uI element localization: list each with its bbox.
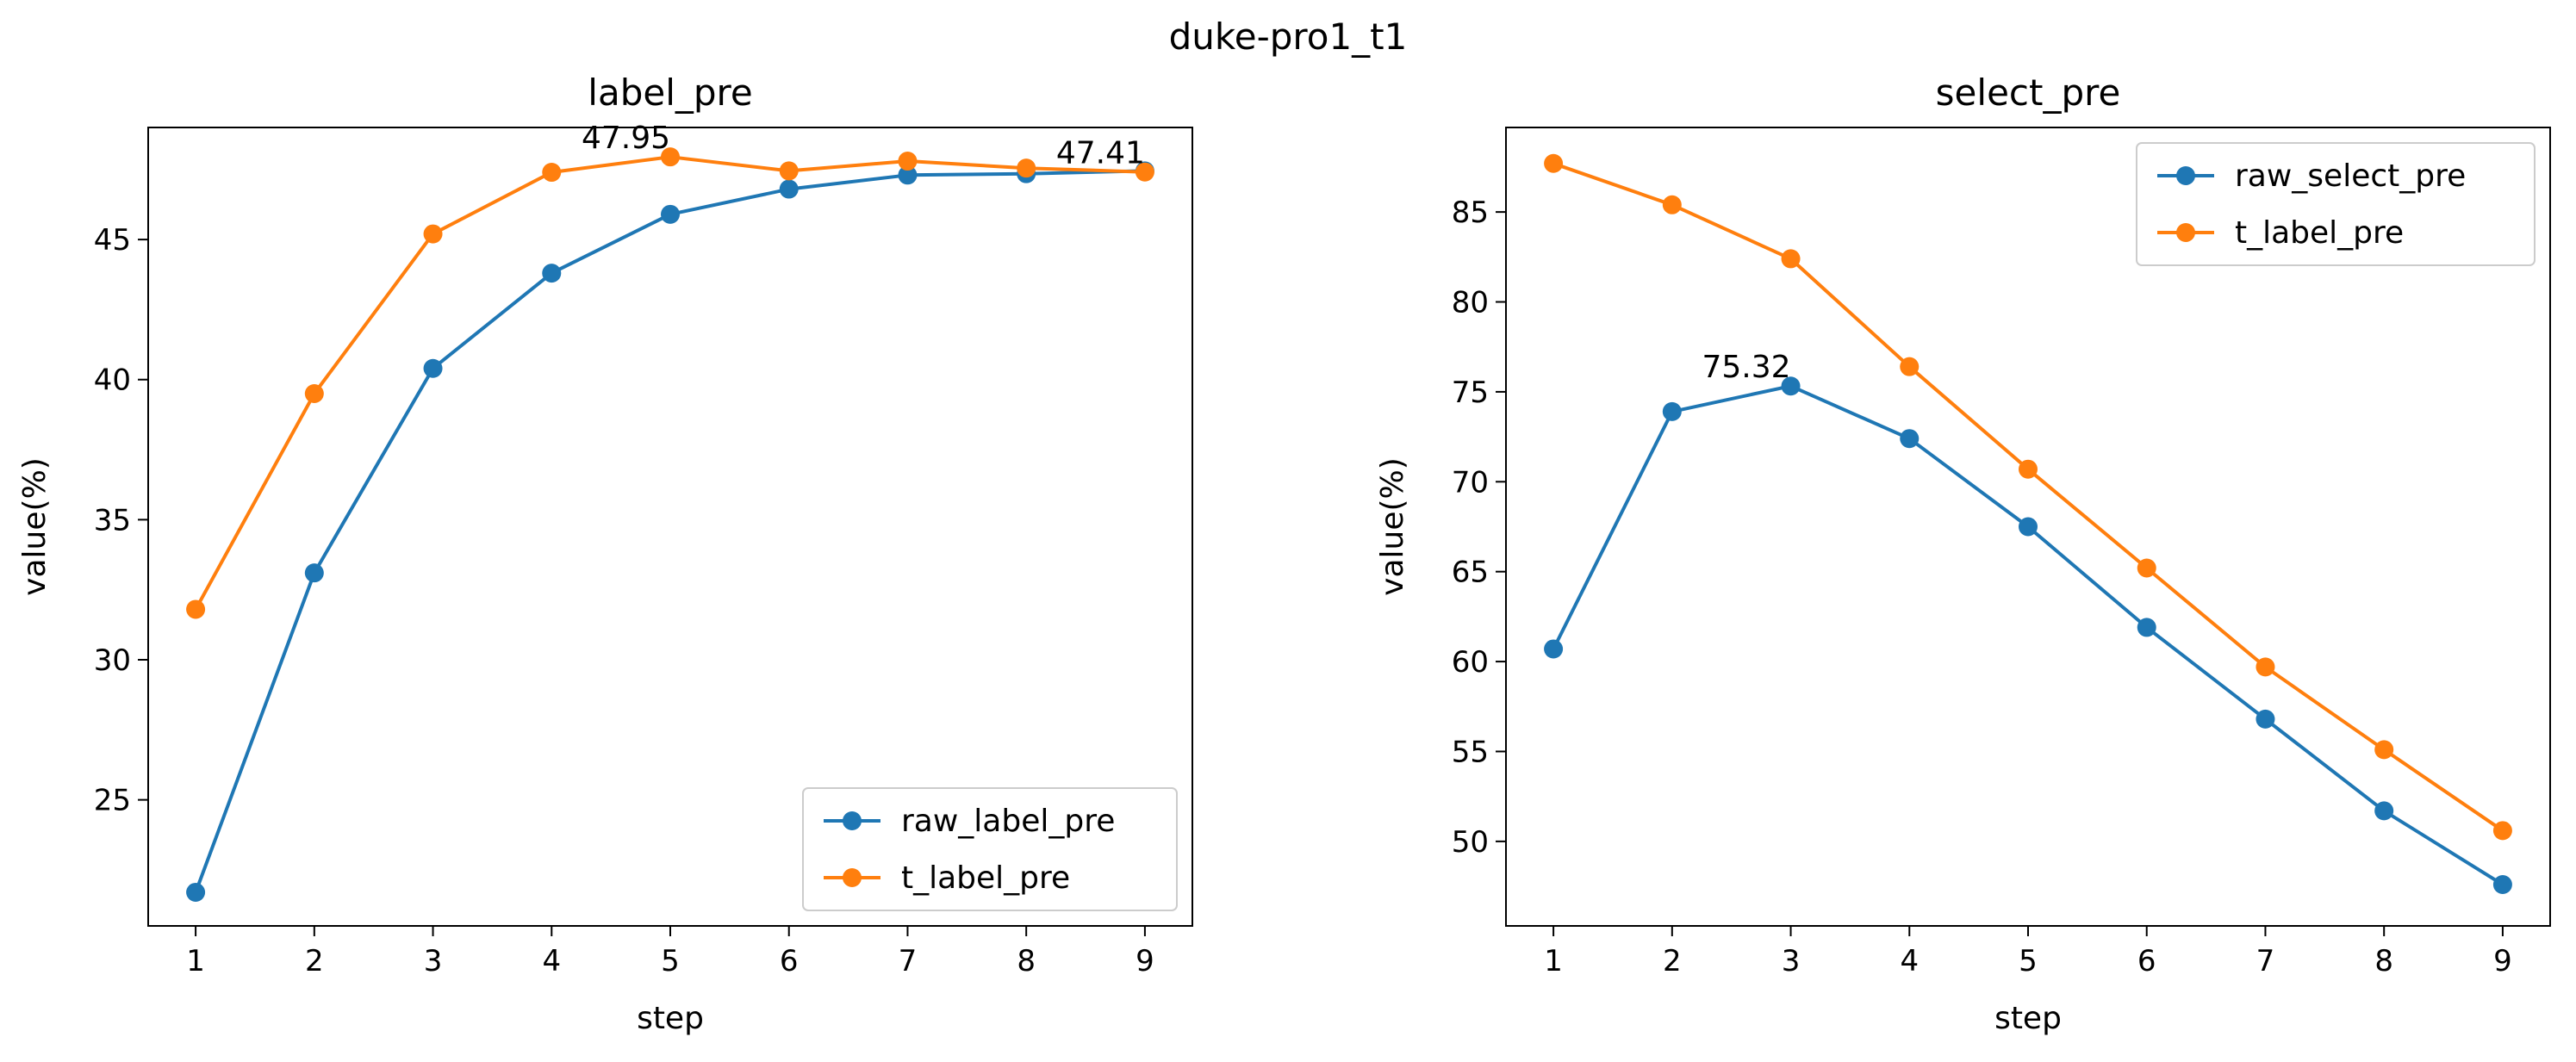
data-point-t_label_pre [2374, 740, 2394, 760]
legend-marker [2176, 223, 2195, 242]
y-tick-label: 65 [1452, 556, 1489, 590]
data-point-raw_select_pre [1544, 639, 1564, 659]
legend-label: t_label_pre [2235, 215, 2404, 251]
data-point-raw_label_pre [779, 179, 799, 199]
chart-title: select_pre [1936, 71, 2121, 114]
legend-label: t_label_pre [901, 860, 1070, 896]
x-tick-label: 9 [1136, 944, 1154, 978]
legend-label: raw_select_pre [2235, 158, 2466, 194]
chart-title: label_pre [588, 71, 752, 114]
legend-box [802, 787, 1178, 911]
data-point-raw_label_pre [304, 563, 324, 583]
data-point-t_label_pre [1544, 153, 1564, 173]
data-point-t_label_pre [2019, 459, 2038, 479]
x-tick-label: 4 [542, 944, 561, 978]
data-point-raw_select_pre [1900, 429, 1920, 449]
data-point-t_label_pre [2492, 821, 2512, 841]
data-point-t_label_pre [186, 599, 206, 619]
data-point-raw_label_pre [898, 165, 918, 185]
y-axis-label: value(%) [17, 457, 53, 596]
x-tick-label: 2 [1663, 944, 1682, 978]
legend-marker [843, 868, 862, 887]
x-tick-label: 3 [1782, 944, 1801, 978]
x-tick-label: 8 [2374, 944, 2393, 978]
x-tick-label: 1 [186, 944, 205, 978]
data-point-t_label_pre [423, 224, 443, 244]
x-tick-label: 6 [780, 944, 799, 978]
x-tick-label: 1 [1544, 944, 1563, 978]
x-axis-label: step [637, 1001, 704, 1036]
x-tick-label: 2 [305, 944, 324, 978]
x-tick-label: 9 [2493, 944, 2512, 978]
x-tick-label: 5 [2019, 944, 2038, 978]
y-tick-label: 30 [94, 643, 131, 678]
series-line-t_label_pre [194, 155, 1145, 611]
legend-box [2136, 142, 2536, 266]
x-tick-label: 4 [1900, 944, 1919, 978]
data-point-raw_select_pre [1781, 376, 1801, 396]
y-tick-label: 40 [94, 363, 131, 398]
data-point-raw_select_pre [2374, 801, 2394, 821]
y-tick-label: 45 [94, 223, 131, 258]
x-tick-label: 8 [1017, 944, 1036, 978]
y-tick-label: 60 [1452, 645, 1489, 680]
data-point-t_label_pre [2256, 657, 2275, 677]
y-tick-label: 85 [1452, 196, 1489, 230]
y-tick-label: 70 [1452, 465, 1489, 500]
y-tick-label: 50 [1452, 825, 1489, 860]
data-point-t_label_pre [1781, 249, 1801, 269]
data-point-t_label_pre [1135, 162, 1154, 182]
chart-panel-2: select_pre 1 2 3 4 5 6 7 8 9 50 55 60 65 70 75 80 85 step v… [1375, 71, 2551, 1036]
legend-marker [843, 811, 862, 830]
data-point-raw_label_pre [661, 204, 680, 224]
data-point-raw_select_pre [2256, 709, 2275, 729]
data-point-raw_select_pre [1662, 401, 1682, 421]
data-label: 75.32 [1702, 350, 1790, 385]
data-label: 47.41 [1056, 136, 1145, 171]
x-axis-label: step [1994, 1001, 2062, 1036]
y-tick-label: 80 [1452, 286, 1489, 320]
series-line-raw_label_pre [194, 169, 1145, 893]
data-point-raw_label_pre [423, 358, 443, 378]
figure-title: duke-pro1_t1 [1168, 16, 1408, 58]
y-tick-label: 25 [94, 784, 131, 818]
data-point-t_label_pre [898, 152, 918, 171]
data-point-raw_label_pre [186, 882, 206, 902]
data-point-raw_select_pre [2137, 618, 2156, 637]
data-point-raw_label_pre [542, 264, 562, 283]
data-point-raw_select_pre [2019, 517, 2038, 537]
legend: raw_select_pre t_label_pre [2136, 142, 2536, 266]
y-tick-label: 35 [94, 503, 131, 537]
data-point-raw_select_pre [2492, 874, 2512, 894]
y-tick-label: 55 [1452, 735, 1489, 769]
data-point-t_label_pre [1900, 357, 1920, 376]
x-tick-label: 7 [899, 944, 918, 978]
y-axis-label: value(%) [1375, 457, 1410, 596]
data-point-t_label_pre [304, 384, 324, 403]
data-point-t_label_pre [779, 161, 799, 181]
data-point-t_label_pre [1662, 195, 1682, 214]
legend: raw_label_pre t_label_pre [802, 787, 1178, 911]
x-tick-label: 6 [2137, 944, 2156, 978]
data-point-t_label_pre [542, 163, 562, 183]
x-tick-label: 5 [661, 944, 680, 978]
x-tick-label: 7 [2256, 944, 2275, 978]
legend-marker [2176, 166, 2195, 185]
y-tick-label: 75 [1452, 376, 1489, 410]
data-point-t_label_pre [1017, 158, 1036, 178]
data-point-t_label_pre [661, 147, 680, 167]
data-label: 47.95 [582, 121, 670, 156]
data-point-t_label_pre [2137, 558, 2156, 578]
x-tick-label: 3 [424, 944, 443, 978]
legend-label: raw_label_pre [901, 804, 1115, 839]
